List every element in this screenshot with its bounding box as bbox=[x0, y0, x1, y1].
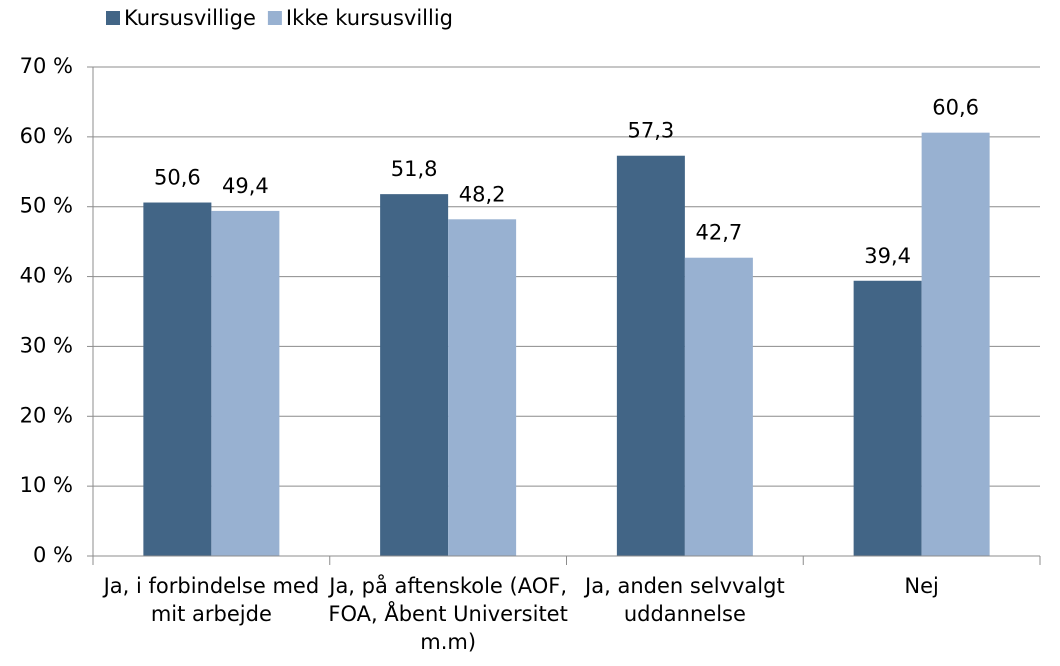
bar bbox=[921, 132, 990, 556]
y-tick-label: 10 % bbox=[20, 473, 73, 497]
data-label: 42,7 bbox=[695, 221, 742, 245]
data-label: 50,6 bbox=[154, 166, 201, 190]
x-tick-label: Nej bbox=[904, 574, 939, 598]
x-tick-label: Ja, på aftenskole (AOF, FOA, Åbent Unive… bbox=[328, 574, 568, 654]
x-tick-label: Ja, anden selvvalgt uddannelse bbox=[585, 574, 785, 626]
legend-swatch bbox=[106, 11, 120, 25]
bar bbox=[616, 155, 685, 556]
data-label: 60,6 bbox=[932, 96, 979, 120]
bar bbox=[853, 280, 922, 556]
y-tick-label: 20 % bbox=[20, 403, 73, 427]
bar bbox=[380, 194, 449, 556]
legend-label: Ikke kursusvillig bbox=[286, 6, 453, 30]
y-tick-label: 0 % bbox=[33, 543, 73, 567]
y-tick-label: 40 % bbox=[20, 264, 73, 288]
data-label: 49,4 bbox=[222, 174, 269, 198]
data-label: 57,3 bbox=[627, 119, 674, 143]
y-tick-label: 30 % bbox=[20, 333, 73, 357]
bar bbox=[684, 257, 753, 556]
bar bbox=[211, 210, 280, 557]
data-label: 39,4 bbox=[864, 244, 911, 268]
bar bbox=[143, 202, 212, 556]
y-tick-label: 70 % bbox=[20, 54, 73, 78]
x-tick-label: Ja, i forbindelse med mit arbejde bbox=[103, 574, 320, 626]
bar bbox=[448, 219, 517, 556]
y-tick-label: 50 % bbox=[20, 194, 73, 218]
data-label: 51,8 bbox=[391, 157, 438, 181]
y-tick-label: 60 % bbox=[20, 124, 73, 148]
legend-swatch bbox=[267, 11, 282, 25]
data-label: 48,2 bbox=[459, 182, 506, 206]
legend-label: Kursusvillige bbox=[124, 6, 256, 30]
